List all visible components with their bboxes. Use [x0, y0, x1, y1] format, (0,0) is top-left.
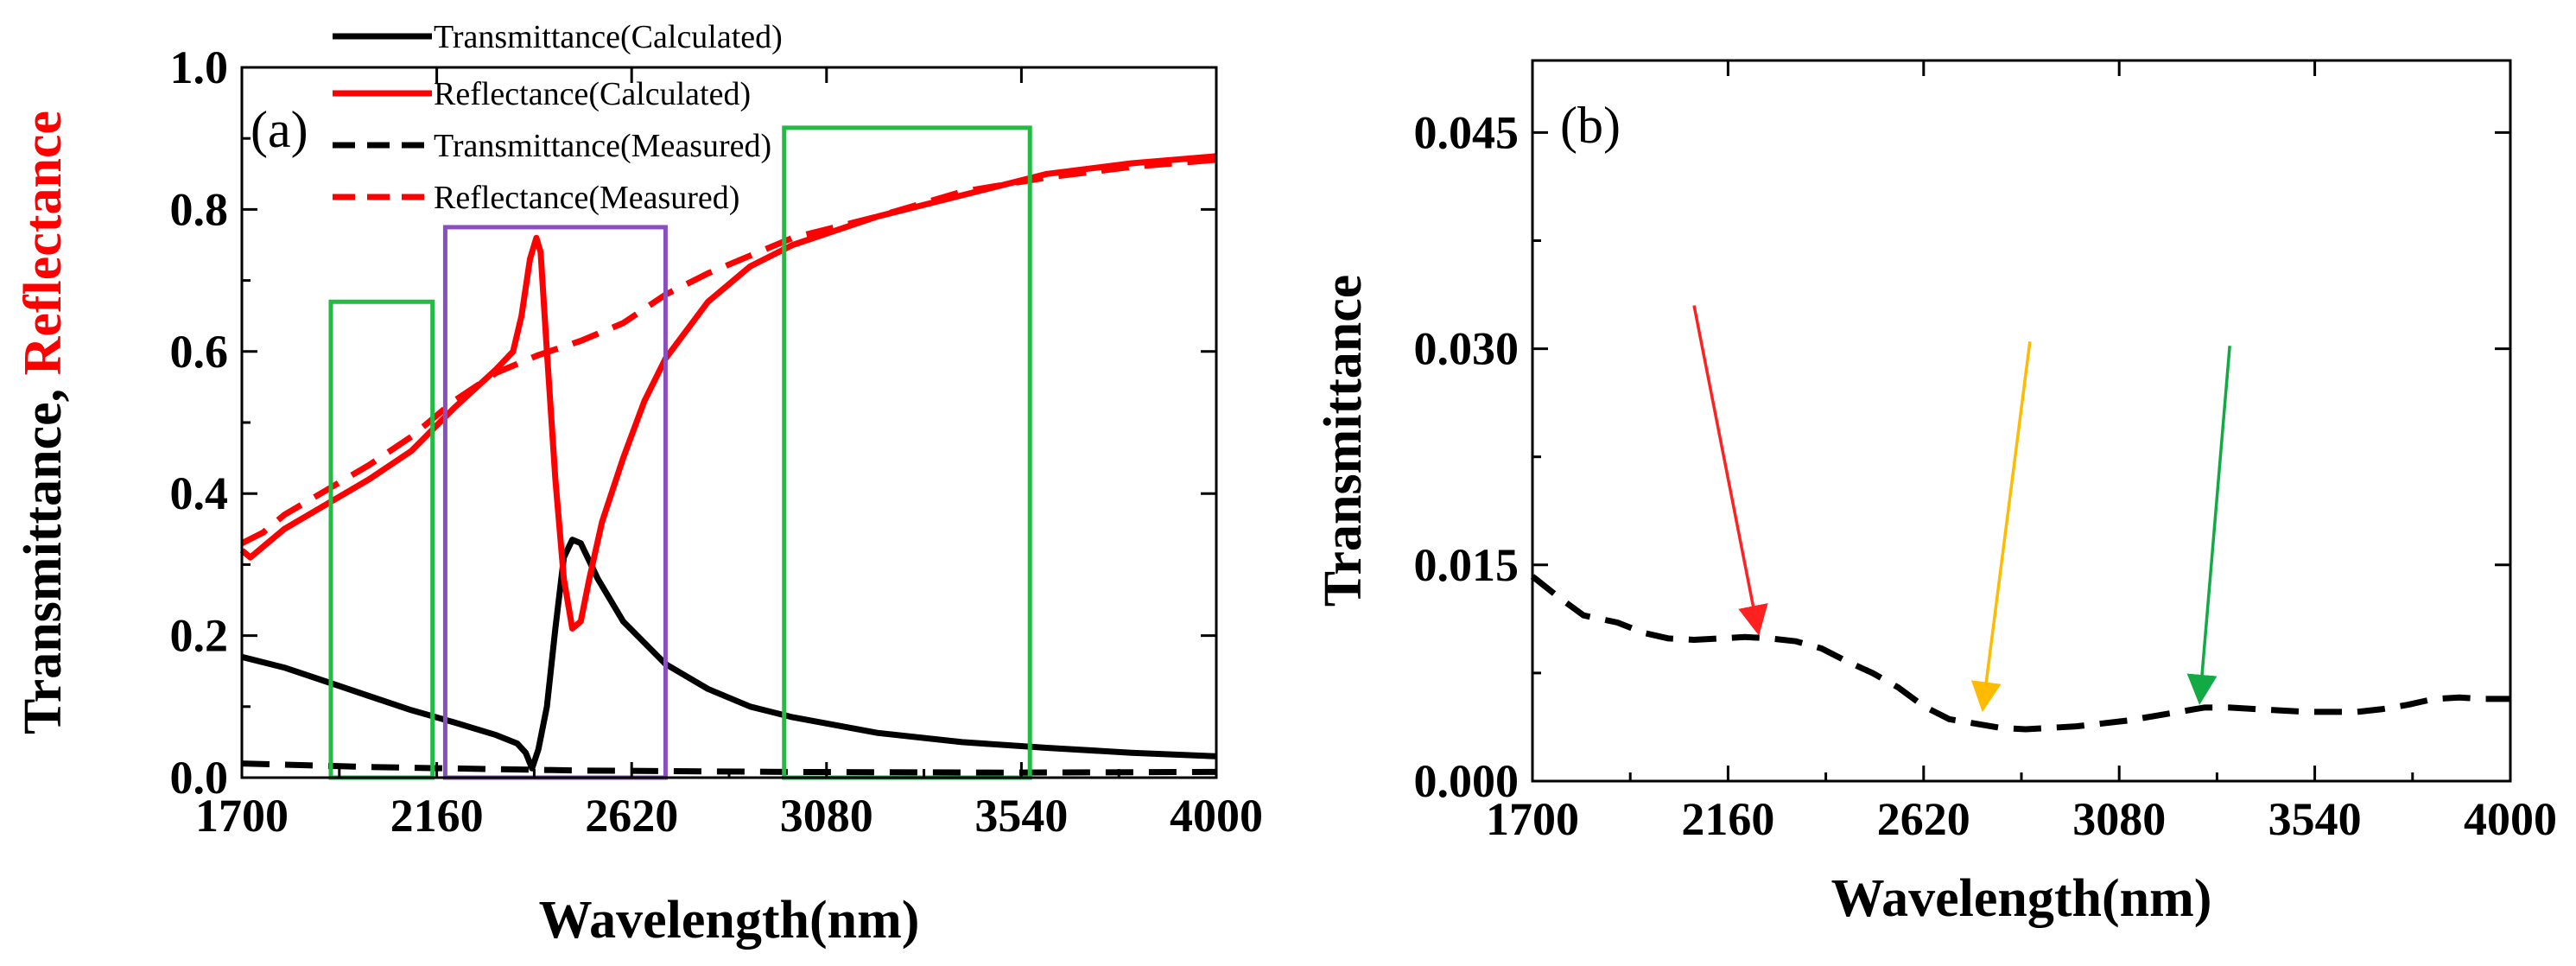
panel-b-y-tick-label: 0.015 [1414, 539, 1520, 591]
panel-a-y-tick-label: 0.8 [170, 183, 229, 235]
panel-b-y-tick-label: 0.045 [1414, 106, 1520, 158]
green-box-right [782, 125, 1032, 780]
panel-a-y-tick-label: 0.4 [170, 467, 229, 519]
panel-a-series-reflectance-measured [240, 156, 1217, 546]
panel-b-y-tick-label: 0.030 [1414, 323, 1520, 375]
red-arrow [1692, 305, 1768, 636]
panel-b-x-tick-label: 1700 [1486, 793, 1579, 845]
panel-b-y-tick-label: 0.000 [1414, 755, 1520, 807]
panel-b-label: (b) [1560, 97, 1621, 154]
panel-b-x-axis-title: Wavelength(nm) [1831, 869, 2212, 928]
panel-a-series-reflectance-calculated [239, 153, 1217, 632]
green-box-left [328, 299, 435, 780]
panel-a-x-tick-label: 2620 [585, 790, 678, 842]
panel-b-x-tick-label: 3540 [2268, 793, 2362, 845]
panel-b-y-axis-title: Transmittance [1314, 275, 1373, 607]
panel-a-x-tick-label: 4000 [1170, 790, 1263, 842]
panel-a-series-transmittance-calculated [241, 537, 1217, 772]
panel-a-y-tick-label: 0.0 [170, 752, 229, 804]
panel-a-series-transmittance-measured [241, 760, 1217, 776]
panel-b: 1700 2160 2620 3080 3540 4000 0.000 0.015 0.030 0… [1314, 59, 2557, 928]
panel-b-series [1530, 574, 2510, 733]
panel-a-y-axis-title: Transmittance, Reflectance [14, 111, 73, 734]
panel-b-ticks: 1700 2160 2620 3080 3540 4000 0.000 0.015 0.030 0… [1414, 60, 2557, 845]
panel-a-series [239, 153, 1217, 776]
panel-a-x-tick-label: 2160 [390, 790, 484, 842]
panel-b-plot-frame [1531, 59, 2512, 783]
y-title-part-transmittance: Transmittance, [14, 375, 73, 734]
panel-a-label: (a) [251, 101, 308, 158]
panel-a-x-tick-label: 3540 [974, 790, 1068, 842]
panel-a-y-tick-label: 0.2 [170, 610, 229, 662]
panel-a-x-tick-label: 3080 [780, 790, 873, 842]
panel-b-series-transmittance-measured [1530, 574, 2510, 733]
panel-a-x-tick-label: 1700 [195, 790, 289, 842]
panel-a-ticks: 1700 2160 2620 3080 3540 4000 0.0 0.2 0.4 0.6 0.8 1… [170, 41, 1264, 842]
panel-a-x-axis-title: Wavelength(nm) [539, 891, 920, 950]
panel-a-y-tick-label: 0.6 [170, 326, 229, 378]
panel-a: 1700 2160 2620 3080 3540 4000 0.0 0.2 0.4 0.6 0.8 1… [14, 19, 1263, 950]
yellow-arrow [1970, 341, 2032, 713]
legend-label-reflectance-calculated: Reflectance(Calculated) [434, 76, 751, 112]
green-arrow [2186, 346, 2231, 705]
legend-label-reflectance-measured: Reflectance(Measured) [434, 180, 739, 216]
panel-b-x-tick-label: 2160 [1681, 793, 1774, 845]
legend-label-transmittance-measured: Transmittance(Measured) [434, 128, 771, 164]
panel-b-x-tick-label: 4000 [2464, 793, 2557, 845]
panel-b-x-tick-label: 3080 [2072, 793, 2166, 845]
panel-b-arrows [1692, 305, 2231, 713]
legend-label-transmittance-calculated: Transmittance(Calculated) [434, 19, 783, 55]
y-title-part-reflectance: Reflectance [14, 111, 73, 375]
panel-b-x-tick-label: 2620 [1877, 793, 1970, 845]
panel-a-y-tick-label: 1.0 [170, 41, 229, 93]
panel-a-highlight-boxes [328, 125, 1032, 780]
panel-a-legend: Transmittance(Calculated) Reflectance(Ca… [333, 19, 783, 216]
